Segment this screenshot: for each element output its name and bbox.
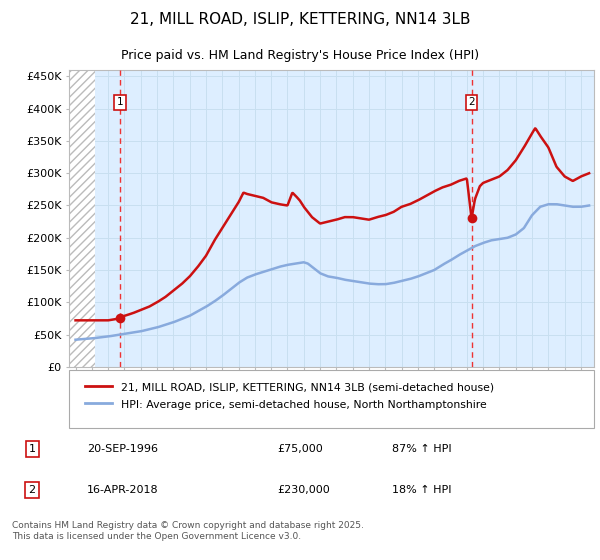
Text: £75,000: £75,000 [277, 444, 323, 454]
Text: 1: 1 [116, 97, 123, 108]
Text: 1: 1 [29, 444, 35, 454]
Text: 20-SEP-1996: 20-SEP-1996 [87, 444, 158, 454]
Text: Price paid vs. HM Land Registry's House Price Index (HPI): Price paid vs. HM Land Registry's House … [121, 49, 479, 63]
Text: 16-APR-2018: 16-APR-2018 [87, 484, 158, 494]
Text: £230,000: £230,000 [277, 484, 330, 494]
FancyBboxPatch shape [69, 370, 594, 428]
Text: 21, MILL ROAD, ISLIP, KETTERING, NN14 3LB: 21, MILL ROAD, ISLIP, KETTERING, NN14 3L… [130, 12, 470, 27]
Legend: 21, MILL ROAD, ISLIP, KETTERING, NN14 3LB (semi-detached house), HPI: Average pr: 21, MILL ROAD, ISLIP, KETTERING, NN14 3L… [80, 376, 499, 416]
Text: Contains HM Land Registry data © Crown copyright and database right 2025.
This d: Contains HM Land Registry data © Crown c… [12, 521, 364, 541]
Text: 2: 2 [468, 97, 475, 108]
Text: 2: 2 [29, 484, 36, 494]
Text: 18% ↑ HPI: 18% ↑ HPI [392, 484, 452, 494]
Text: 87% ↑ HPI: 87% ↑ HPI [392, 444, 452, 454]
